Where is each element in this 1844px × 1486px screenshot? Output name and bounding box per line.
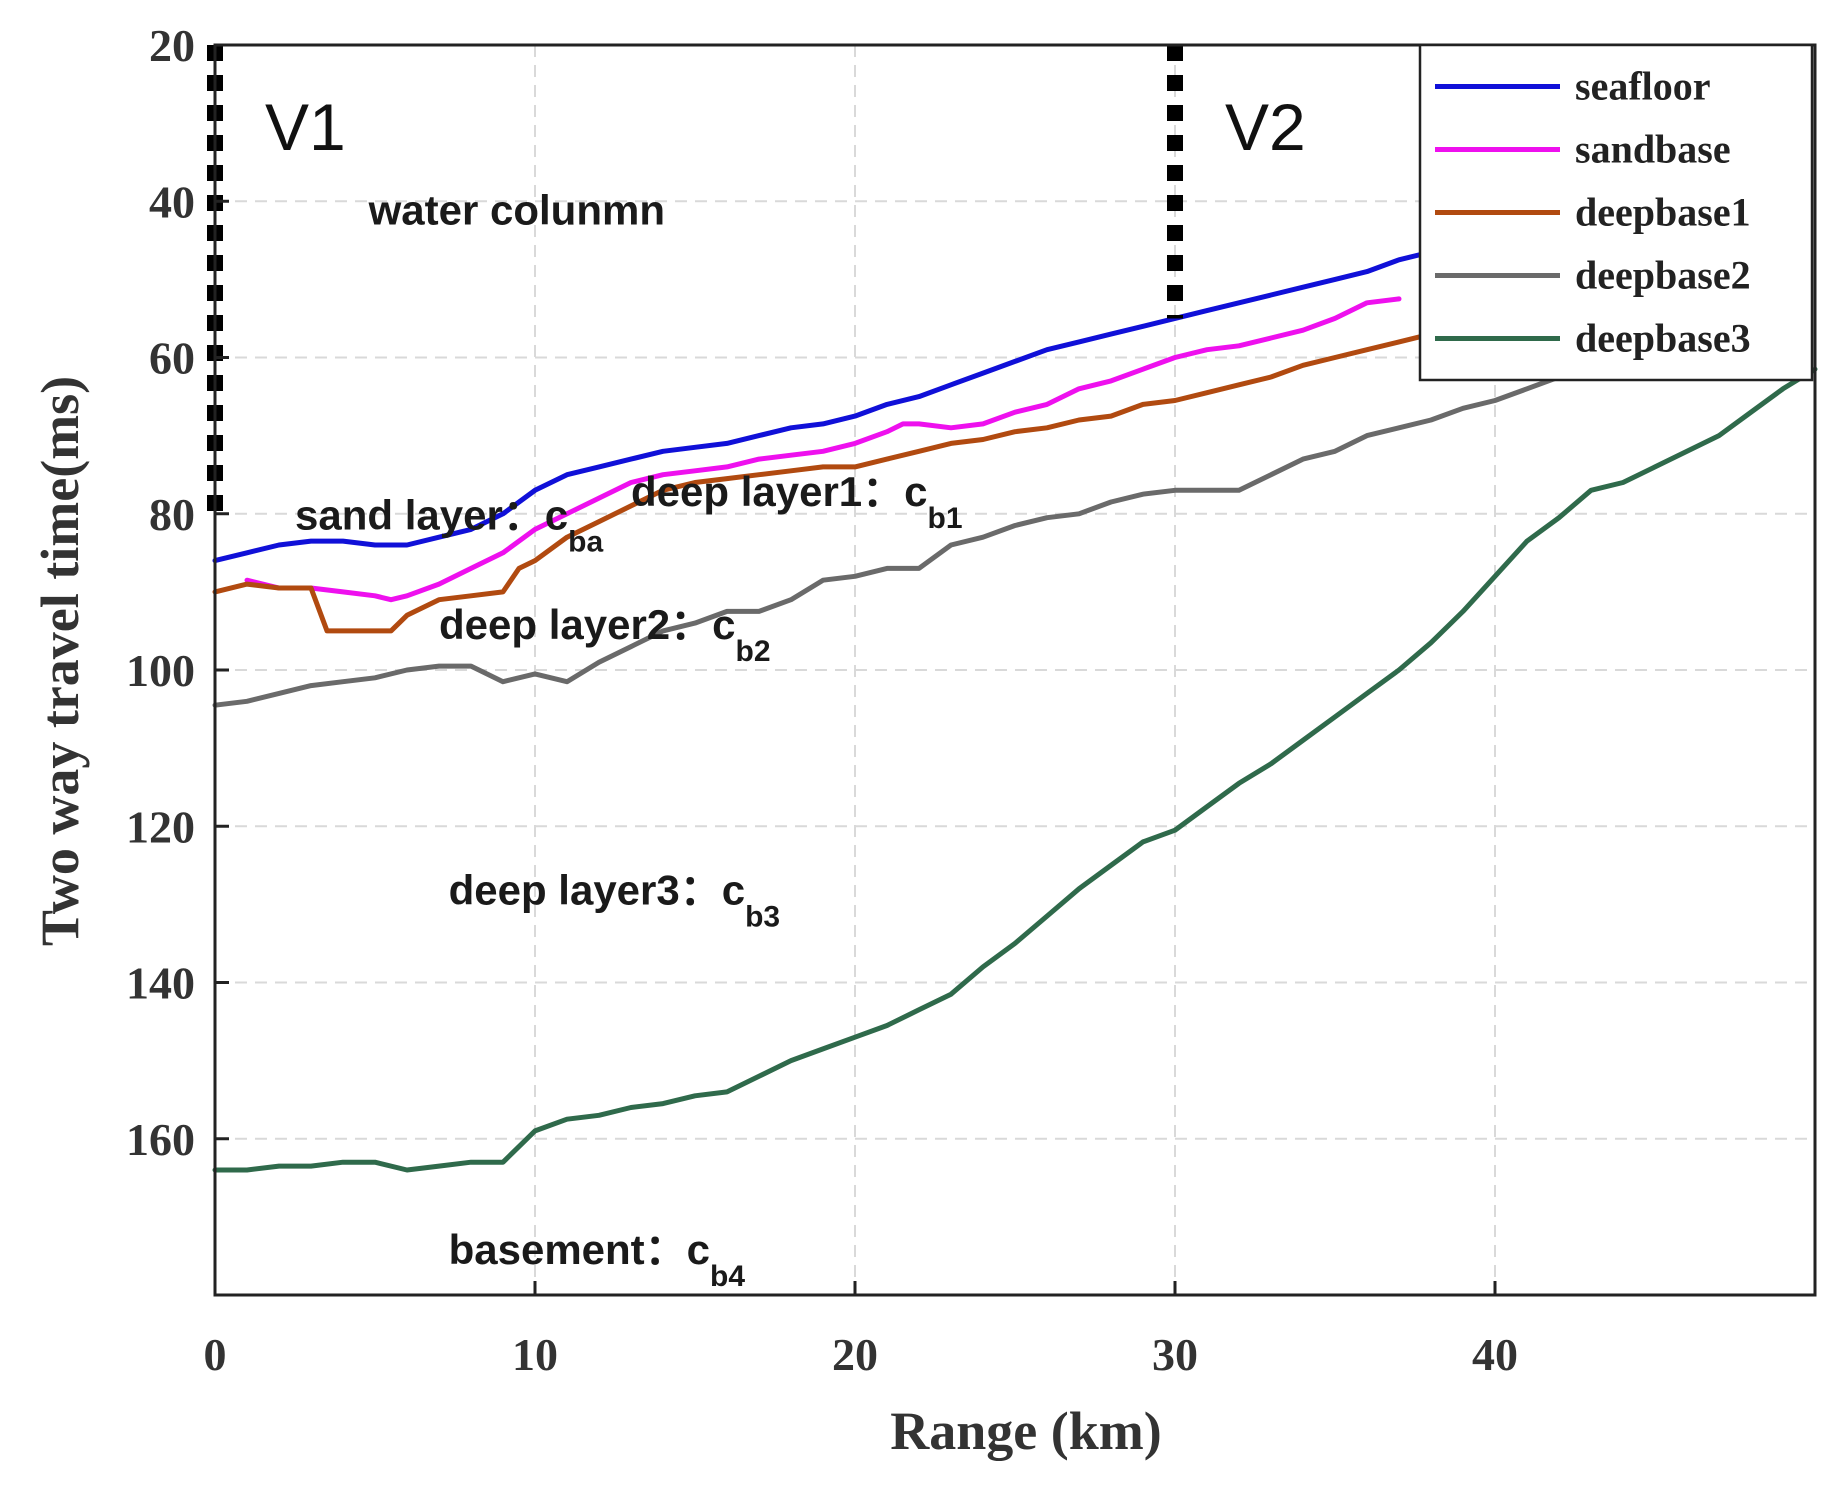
- x-tick-label: 20: [832, 1329, 878, 1380]
- series-line-deepbase2: [212, 355, 1626, 708]
- legend-label-deepbase2: deepbase2: [1575, 253, 1751, 298]
- series-line-seafloor: [212, 249, 1434, 564]
- y-tick-label: 160: [126, 1114, 195, 1165]
- y-tick-label: 40: [149, 176, 195, 227]
- axis-ticks: 0 10 20 30 40 20 40 60 80 100 120 140 160: [126, 20, 1518, 1380]
- legend: seafloor sandbase deepbase1 deepbase2 deepba…: [1418, 43, 1814, 382]
- y-tick-label: 140: [126, 958, 195, 1009]
- legend-label-sandbase: sandbase: [1575, 127, 1731, 172]
- y-tick-label: 120: [126, 801, 195, 852]
- series-line-deepbase1: [212, 331, 1434, 634]
- plot-lines: [212, 249, 1818, 1173]
- series-line-deepbase3: [212, 366, 1818, 1173]
- x-tick-label: 30: [1152, 1329, 1198, 1380]
- marker-label-v1: V1: [265, 90, 346, 164]
- region-label: deep layer3：cb3: [449, 866, 781, 933]
- legend-label-deepbase3: deepbase3: [1575, 316, 1751, 361]
- x-tick-label: 0: [204, 1329, 227, 1380]
- x-tick-label: 10: [512, 1329, 558, 1380]
- region-label: deep layer2：cb2: [439, 601, 771, 668]
- region-label: sand layer：cba: [295, 491, 603, 558]
- y-axis-label: Two way travel time(ms): [30, 376, 90, 946]
- region-label: basement：cb4: [449, 1226, 746, 1293]
- y-tick-label: 100: [126, 645, 195, 696]
- y-tick-label: 60: [149, 333, 195, 384]
- x-axis-label: Range (km): [890, 1401, 1161, 1461]
- marker-label-v2: V2: [1225, 90, 1306, 164]
- y-tick-label: 80: [149, 489, 195, 540]
- region-label: water colunmn: [368, 187, 665, 234]
- series-line-sandbase: [244, 296, 1402, 603]
- legend-label-seafloor: seafloor: [1575, 64, 1711, 109]
- region-label: deep layer1：cb1: [631, 468, 963, 535]
- region-annotations: water colunmn sand layer：cba deep layer1：c…: [295, 187, 963, 1293]
- x-tick-label: 40: [1472, 1329, 1518, 1380]
- legend-label-deepbase1: deepbase1: [1575, 190, 1751, 235]
- y-tick-label: 20: [149, 20, 195, 71]
